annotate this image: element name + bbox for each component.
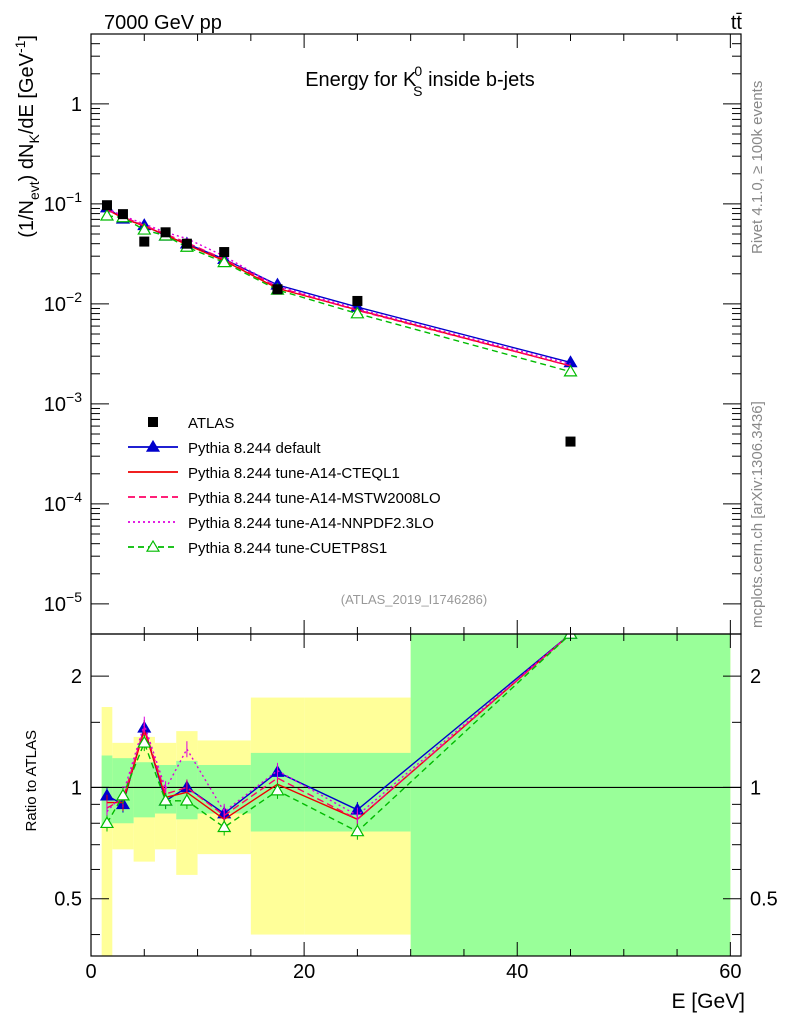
x-tick-label: 60: [719, 961, 741, 983]
y-tick-label: 10−3: [44, 389, 82, 416]
y-tick-label: 10−1: [44, 189, 82, 216]
data-point: [219, 247, 230, 258]
data-point: [181, 238, 192, 249]
band-inner: [133, 762, 155, 818]
ratio-uncertainty-bands: [101, 634, 731, 956]
ratio-tick-label-left: 1: [71, 777, 82, 799]
data-point: [139, 236, 150, 247]
chart-title: Energy for K0 S inside b-jets: [305, 63, 535, 99]
analysis-label: (ATLAS_2019_I1746286): [341, 592, 487, 607]
ratio-tick-label-right: 0.5: [750, 889, 778, 911]
series-marker: [137, 222, 152, 235]
legend-marker: [145, 539, 161, 552]
ratio-marker: [137, 735, 152, 748]
legend-marker-data: [148, 417, 158, 427]
ratio-series-line: [106, 634, 571, 817]
y-tick-label: 10−4: [44, 489, 82, 516]
ratio-tick-label-right: 1: [750, 777, 761, 799]
data-point: [352, 295, 363, 306]
band-inner: [410, 634, 731, 956]
ratio-tick-label-left: 2: [71, 666, 82, 688]
series-line: [106, 207, 571, 365]
ratio-marker: [115, 788, 131, 801]
mcplots-label: mcplots.cern.ch [arXiv:1306.3436]: [749, 401, 766, 628]
x-tick-label: 0: [85, 961, 96, 983]
series-marker: [563, 364, 578, 377]
series-marker: [99, 208, 115, 221]
legend-label: Pythia 8.244 tune-A14-CTEQL1: [188, 465, 400, 482]
legend-label: Pythia 8.244 tune-A14-NNPDF2.3LO: [188, 515, 434, 532]
ratio-marker: [158, 793, 173, 806]
ratio-marker: [99, 816, 115, 829]
legend-label: Pythia 8.244 tune-A14-MSTW2008LO: [188, 490, 441, 507]
legend: ATLAS Pythia 8.244 default Pythia 8.244 tu…: [128, 415, 441, 557]
data-point: [117, 209, 128, 220]
ratio-marker: [179, 793, 194, 806]
series-line: [106, 209, 571, 367]
series-line: [106, 208, 571, 367]
ratio-series-line: [106, 634, 571, 821]
data-point: [160, 227, 171, 238]
ratio-frame: [90, 633, 742, 957]
legend-label: Pythia 8.244 default: [188, 440, 321, 457]
y-tick-label: 10−2: [44, 289, 82, 316]
data-point: [565, 436, 576, 447]
y-tick-label: 10−5: [44, 589, 82, 616]
series-marker: [217, 255, 232, 268]
x-axis-label: E [GeV]: [671, 990, 745, 1013]
ratio-marker: [217, 820, 232, 833]
band-outer: [101, 707, 113, 956]
legend-label: Pythia 8.244 tune-CUETP8S1: [188, 540, 387, 557]
series-marker: [350, 306, 365, 319]
axis-ticks: 0 20 40 60 1 10−1 10−2 10−3 10−4 10−5 0.5 0.5 1 1 2 2: [44, 33, 778, 983]
ratio-tick-label-right: 2: [750, 666, 761, 688]
y-axis-label: (1/Nevt) dNK/dE [GeV-1]: [12, 35, 42, 238]
series-line: [106, 206, 571, 364]
ratio-panel-series: [91, 634, 741, 840]
main-panel-series: [99, 200, 578, 447]
data-point: [272, 284, 283, 295]
rivet-label: Rivet 4.1.0, ≥ 100k events: [749, 81, 766, 254]
header-left-label: 7000 GeV pp: [104, 12, 222, 34]
ratio-y-axis-label: Ratio to ATLAS: [23, 730, 40, 831]
x-tick-label: 40: [506, 961, 528, 983]
legend-marker: [145, 439, 161, 452]
x-tick-label: 20: [293, 961, 315, 983]
ratio-tick-label-left: 0.5: [54, 889, 82, 911]
data-point: [101, 200, 112, 211]
series-line: [106, 215, 571, 373]
legend-label: ATLAS: [188, 415, 234, 432]
header-right-label: tt̄: [731, 12, 743, 34]
ratio-marker: [270, 783, 285, 796]
y-tick-label: 1: [71, 94, 82, 116]
ratio-marker: [350, 824, 365, 837]
